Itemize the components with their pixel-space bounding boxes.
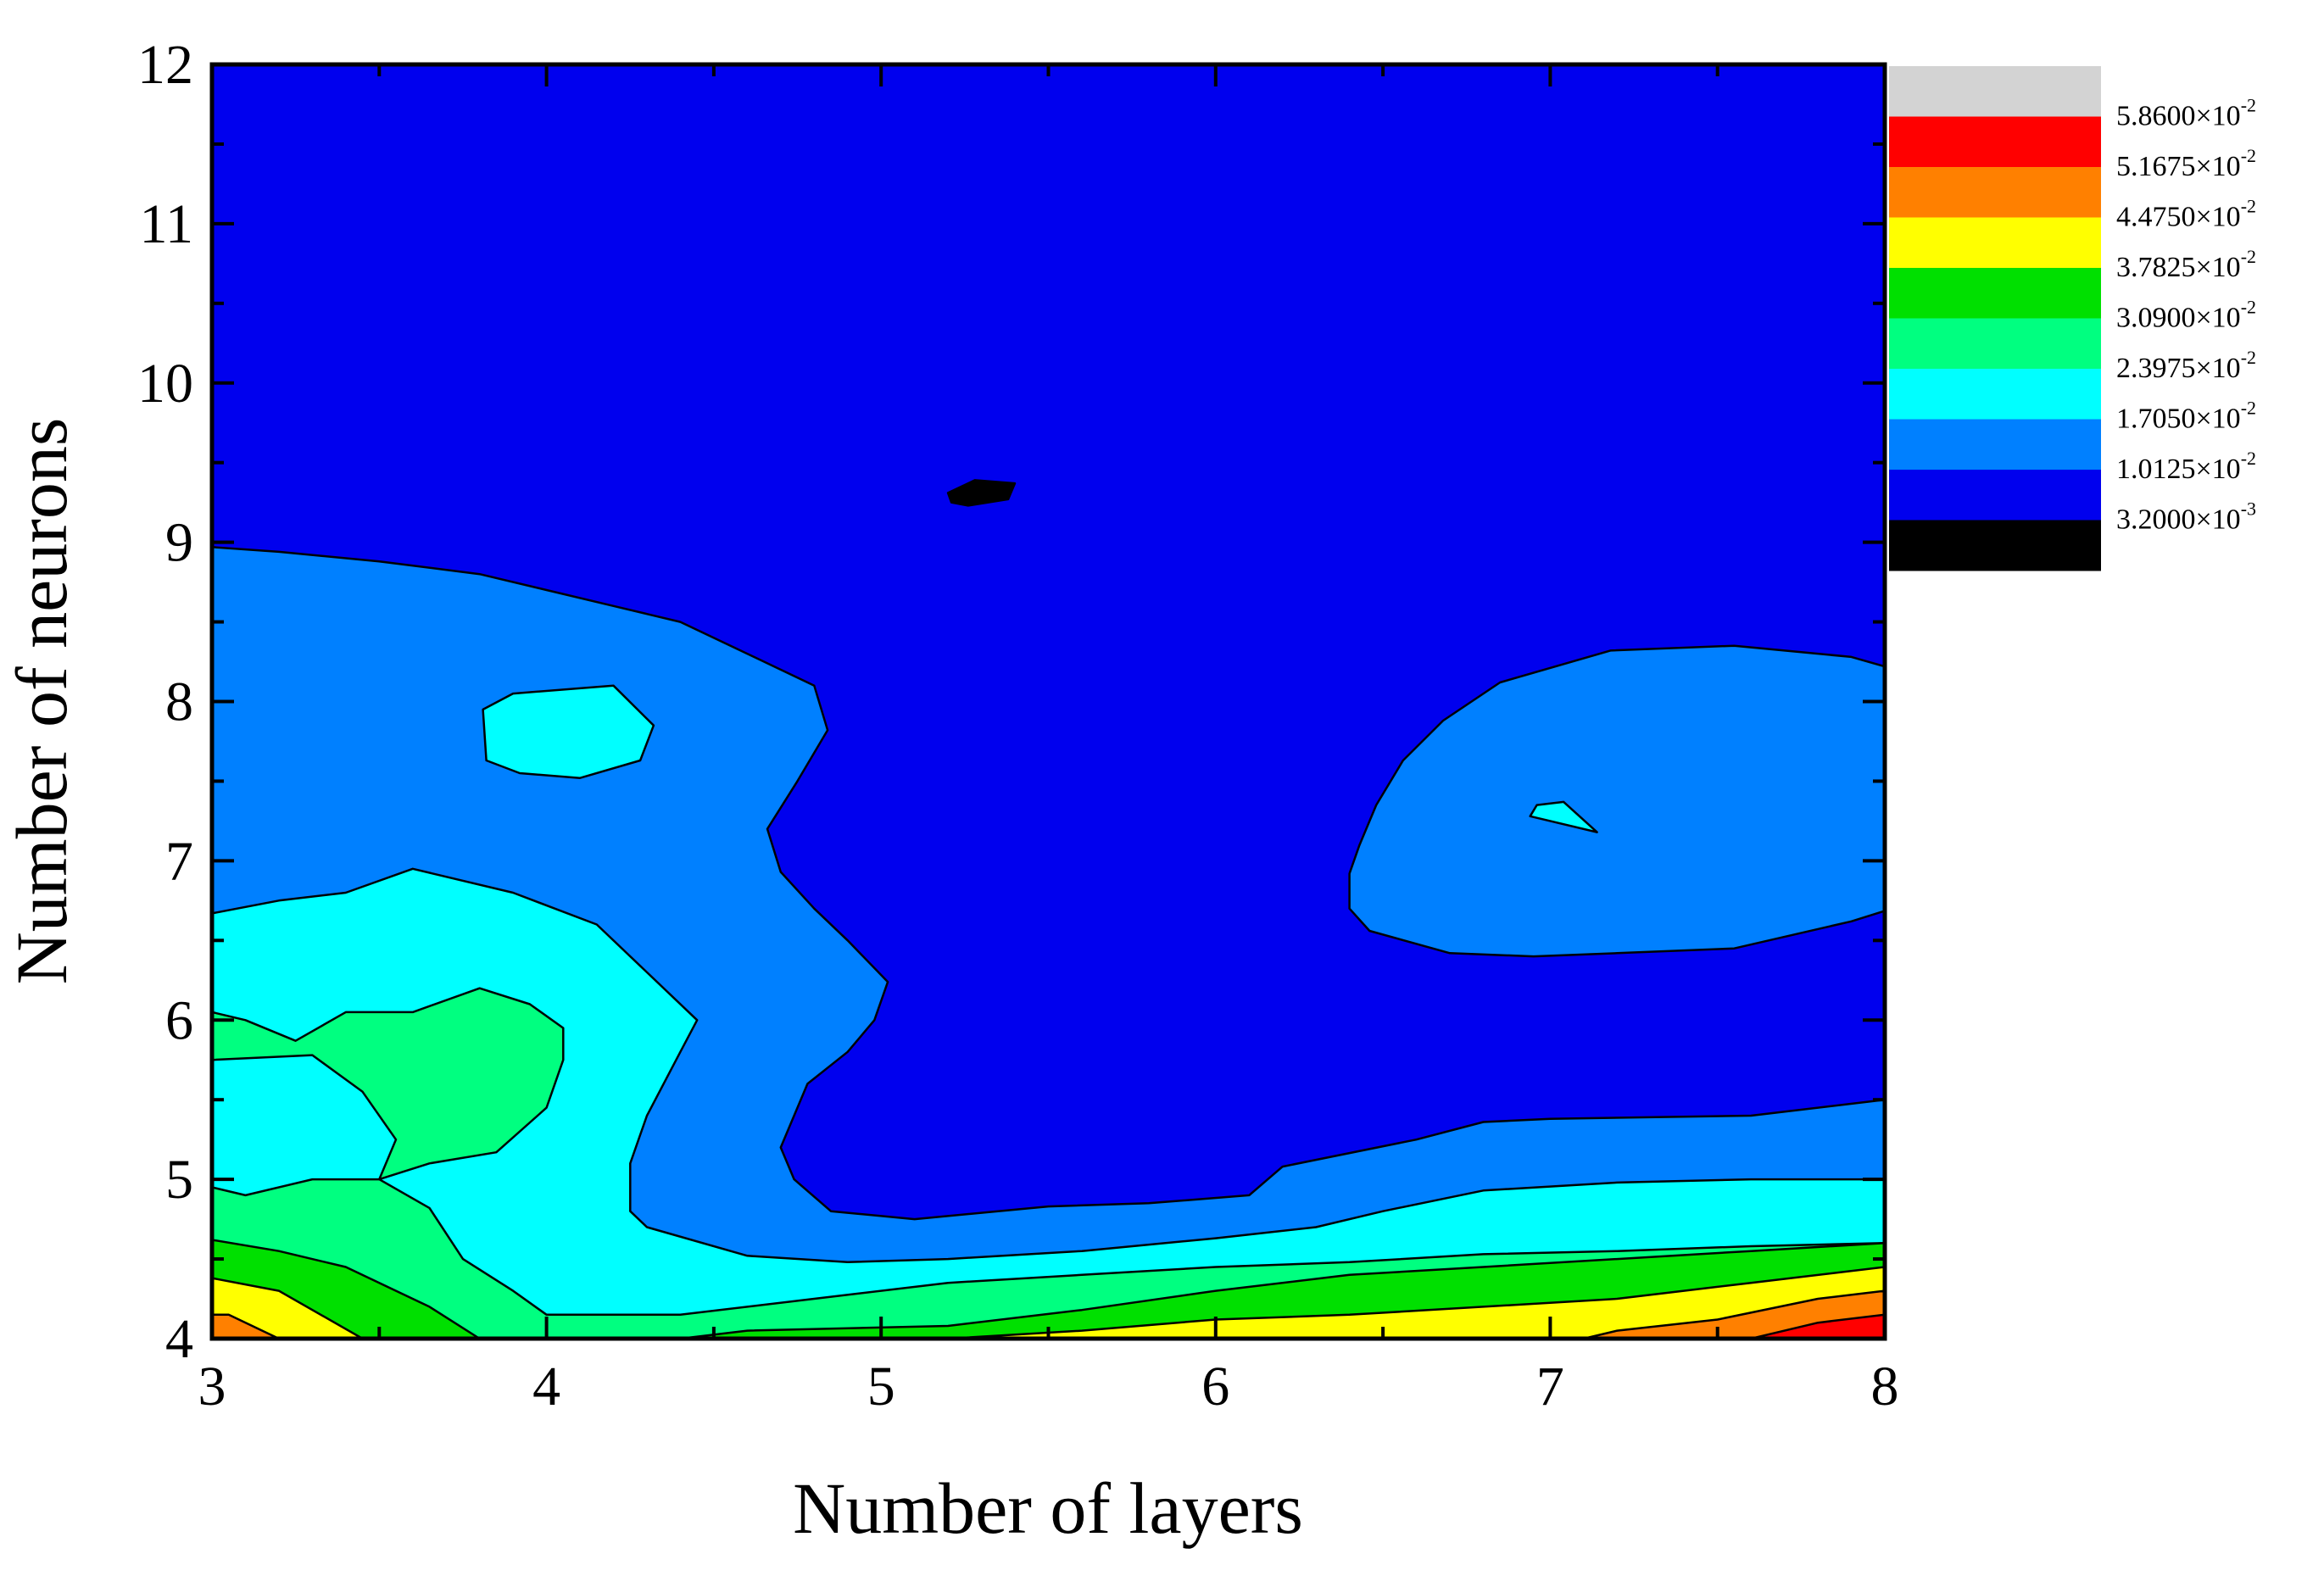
contour-region-1	[946, 479, 1017, 507]
contour-region-6	[212, 867, 1885, 1339]
x-tick-label: 6	[1201, 1356, 1229, 1417]
legend-swatch	[1889, 470, 2101, 521]
legend-swatch	[1889, 167, 2101, 218]
contour-regions	[212, 64, 1885, 1339]
legend-swatch	[1889, 369, 2101, 420]
y-tick-label: 8	[165, 671, 193, 733]
legend-label: 4.4750×10-2	[2116, 196, 2256, 233]
contour-region-3	[1348, 644, 1885, 958]
y-tick-label: 11	[139, 193, 193, 255]
x-tick-label: 7	[1536, 1356, 1564, 1417]
axis-ticks	[210, 63, 1887, 1340]
legend-swatch	[1889, 520, 2101, 571]
legend-swatch	[1889, 268, 2101, 319]
x-axis-title: Number of layers	[793, 1467, 1303, 1549]
legend-label: 1.0125×10-2	[2116, 448, 2256, 485]
x-tick-label: 4	[532, 1356, 560, 1417]
contour-region-5	[1529, 800, 1598, 833]
contour-region-4	[482, 684, 655, 779]
legend-label: 3.0900×10-2	[2116, 297, 2256, 334]
legend-swatch	[1889, 217, 2101, 269]
y-axis-title: Number of neurons	[1, 418, 82, 985]
legend-label: 5.1675×10-2	[2116, 145, 2256, 182]
x-tick-label: 3	[198, 1356, 226, 1417]
contour-region-11	[212, 1313, 281, 1339]
y-tick-label: 7	[165, 830, 193, 892]
contour-region-10	[212, 1266, 1885, 1339]
contour-region-13	[1749, 1313, 1885, 1339]
legend-swatch	[1889, 66, 2101, 117]
legend-swatch	[1889, 419, 2101, 471]
legend-swatch	[1889, 318, 2101, 370]
color-legend: 5.8600×10-2 5.1675×10-2 4.4750×10-2 3.7825×…	[1889, 66, 2256, 571]
y-tick-label: 6	[165, 989, 193, 1051]
legend-label: 2.3975×10-2	[2116, 347, 2256, 384]
legend-swatch	[1889, 116, 2101, 168]
y-tick-label: 12	[137, 34, 193, 96]
y-tick-label: 10	[137, 353, 193, 415]
legend-label: 3.7825×10-2	[2116, 246, 2256, 283]
y-tick-label: 5	[165, 1149, 193, 1211]
y-tick-label: 9	[165, 512, 193, 574]
x-tick-label: 8	[1871, 1356, 1899, 1417]
contour-region-8	[212, 987, 565, 1181]
legend-label: 5.8600×10-2	[2116, 95, 2256, 132]
y-tick-label: 4	[165, 1308, 193, 1370]
x-tick-label: 5	[867, 1356, 895, 1417]
legend-label: 1.7050×10-2	[2116, 398, 2256, 435]
legend-label: 3.2000×10-3	[2116, 498, 2256, 536]
